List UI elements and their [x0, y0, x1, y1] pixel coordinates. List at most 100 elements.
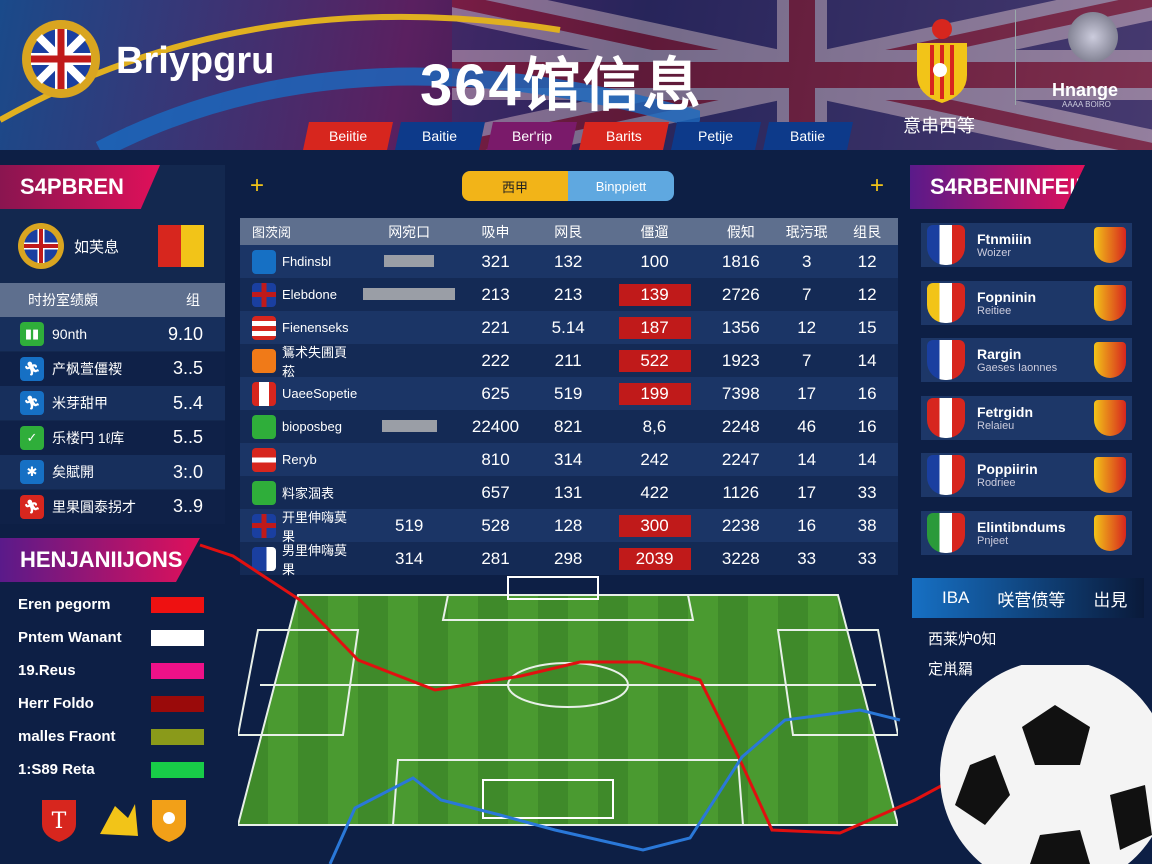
legend-label: Herr Foldo — [18, 695, 94, 712]
column-header[interactable]: 网艮 — [554, 223, 583, 240]
stat-row[interactable]: ▮▮ 90nth 9.10 — [0, 317, 225, 351]
stat-value: 3:.0 — [172, 461, 203, 482]
cell-e: 16 — [797, 515, 817, 535]
cell-b: 5.14 — [551, 317, 585, 337]
add-left-icon[interactable]: + — [250, 172, 265, 199]
info-tab-1[interactable]: IBA — [942, 588, 970, 607]
stat-value: 9.10 — [167, 323, 203, 344]
team-flag-icon — [252, 381, 276, 406]
column-header[interactable]: 假知 — [726, 223, 755, 240]
cell-d: 2247 — [721, 449, 760, 469]
team-card-name: Rargin — [977, 346, 1022, 362]
team-name: Reryb — [282, 452, 317, 467]
cell-c-value: 422 — [640, 482, 669, 502]
club-badges: T — [42, 800, 186, 842]
stat-row[interactable]: ✓ 乐楼円 1ℓ库 5..5 — [0, 420, 225, 455]
column-header[interactable]: 图茨阅 — [252, 225, 292, 240]
stat-row[interactable]: 🏃︎ 产枫萱僵禊 3..5 — [0, 351, 225, 386]
right-panel-title: S4RBENINFEING — [910, 165, 1085, 209]
stat-value: 3..5 — [172, 358, 203, 378]
team-card-text: Rargin Gaeses Iaonnes — [977, 346, 1057, 374]
column-header[interactable]: 僵遛 — [640, 223, 669, 240]
player-icon — [100, 804, 138, 836]
legend-label: Eren pegorm — [18, 596, 111, 613]
cell-a: 22400 — [471, 416, 520, 436]
table-row[interactable]: Reryb 810 314 242 2247 14 14 — [240, 443, 898, 476]
union-flag-logo[interactable] — [22, 20, 100, 98]
team-card-sub: Woizer — [977, 247, 1012, 259]
stats-header-value: 组 — [186, 292, 200, 308]
cell-b: 519 — [554, 383, 583, 403]
team-card[interactable]: Rargin Gaeses Iaonnes — [921, 338, 1132, 382]
team-cell: Elebdone — [240, 282, 359, 307]
team-card[interactable]: Elintibndums Pnjeet — [921, 510, 1132, 555]
stat-row[interactable]: 🏃︎ 米芽甜甲 5..4 — [0, 386, 225, 420]
cell-c: 422 — [605, 483, 705, 503]
team-header[interactable]: 如芙息 — [18, 223, 119, 269]
info-tab-2[interactable]: 咲菅偾等 — [997, 590, 1066, 610]
red-shield-icon — [42, 800, 76, 842]
team-card-sub: Rodriee — [977, 477, 1016, 489]
team-card[interactable]: Poppiirin Rodriee — [921, 453, 1132, 497]
table-row[interactable]: 男里伸嗨莫果 314 281 298 2039 3228 33 33 — [240, 542, 898, 577]
toggle-right-option[interactable]: Binppiett — [568, 171, 674, 201]
cell-d: 1356 — [721, 317, 760, 337]
team-name: 男里伸嗨莫果 — [282, 542, 348, 577]
table-row[interactable]: 鵟术失圃頁菘 222 211 522 1923 7 14 — [240, 344, 898, 379]
chart-icon: ▮▮ — [20, 322, 44, 346]
stat-label: 产枫萱僵禊 — [52, 360, 122, 377]
team-card[interactable]: Fetrgidn Relaieu — [921, 395, 1132, 440]
add-right-icon[interactable]: + — [870, 172, 885, 199]
header-banner: Briypgru 364馆信息 Beiitie Baitie Ber'rip Bari… — [0, 0, 1152, 150]
toggle-left-option[interactable]: 西甲 — [462, 171, 568, 201]
team-card[interactable]: Ftnmiiin Woizer — [921, 223, 1132, 267]
rating-cell: 519 — [359, 516, 459, 536]
team-name: 鵟术失圃頁菘 — [282, 344, 348, 379]
column-header[interactable]: 珉污珉 — [785, 223, 828, 240]
cell-c-value: 139 — [618, 283, 691, 306]
info-tab-3[interactable]: 岀見 — [1093, 590, 1128, 610]
team-name: 如芙息 — [74, 238, 120, 256]
team-flag-icon — [927, 455, 965, 495]
cell-f: 33 — [857, 482, 877, 502]
stats-header: 时扮室绩頗 组 — [0, 283, 225, 317]
table-row[interactable]: Elebdone 213 213 139 2726 7 12 — [240, 278, 898, 311]
table-row[interactable]: 开里伸嗨莫果 519 528 128 300 2238 16 38 — [240, 509, 898, 544]
crest-label: 意串西等 — [903, 116, 975, 136]
team-card-text: Poppiirin Rodriee — [977, 461, 1038, 489]
trophy-ball-icon — [1068, 12, 1118, 62]
table-row[interactable]: Fhdinsbl 321 132 100 1816 3 12 — [240, 245, 898, 278]
column-header[interactable]: 吸申 — [481, 223, 510, 240]
column-header[interactable]: 组艮 — [853, 223, 882, 240]
cell-a: 625 — [481, 383, 510, 403]
cell-a: 222 — [481, 350, 510, 370]
team-card[interactable]: Fopninin Reitiee — [921, 280, 1132, 325]
cell-a: 810 — [481, 449, 510, 469]
club-crest-icon — [1094, 514, 1126, 551]
stat-row[interactable]: ✱ 矣賦開 3:.0 — [0, 455, 225, 489]
team-card-name: Elintibndums — [977, 518, 1066, 535]
team-flag-icon — [927, 512, 965, 553]
cell-e: 17 — [797, 482, 817, 502]
team-flag-icon — [252, 447, 276, 472]
table-row[interactable]: bioposbeg 22400 821 8,6 2248 46 16 — [240, 410, 898, 443]
cell-d: 2726 — [721, 284, 760, 304]
club-crest-icon — [1094, 457, 1126, 493]
table-row[interactable]: UaeeSopetie 625 519 199 7398 17 16 — [240, 377, 898, 410]
team-cell: UaeeSopetie — [240, 381, 359, 406]
table-row[interactable]: Fienenseks 221 5.14 187 1356 12 15 — [240, 311, 898, 344]
cell-f: 16 — [857, 416, 877, 436]
team-flag-icon — [252, 249, 276, 274]
table-row[interactable]: 料家涸表 657 131 422 1126 17 33 — [240, 476, 898, 509]
team-name: Elebdone — [282, 287, 337, 302]
rating-cell — [359, 252, 459, 272]
cell-c-value: 8,6 — [642, 416, 667, 436]
stat-row[interactable]: 🏃︎ 里果圓泰拐才 3..9 — [0, 489, 225, 524]
club-crest-icon — [1094, 342, 1126, 378]
cell-c: 100 — [605, 252, 705, 272]
team-flag-icon — [252, 546, 276, 571]
page-title: 364馆信息 — [420, 53, 703, 118]
check-icon: ✓ — [20, 425, 44, 450]
team-flag-icon — [927, 340, 965, 380]
column-header[interactable]: 网宛口 — [388, 223, 431, 240]
